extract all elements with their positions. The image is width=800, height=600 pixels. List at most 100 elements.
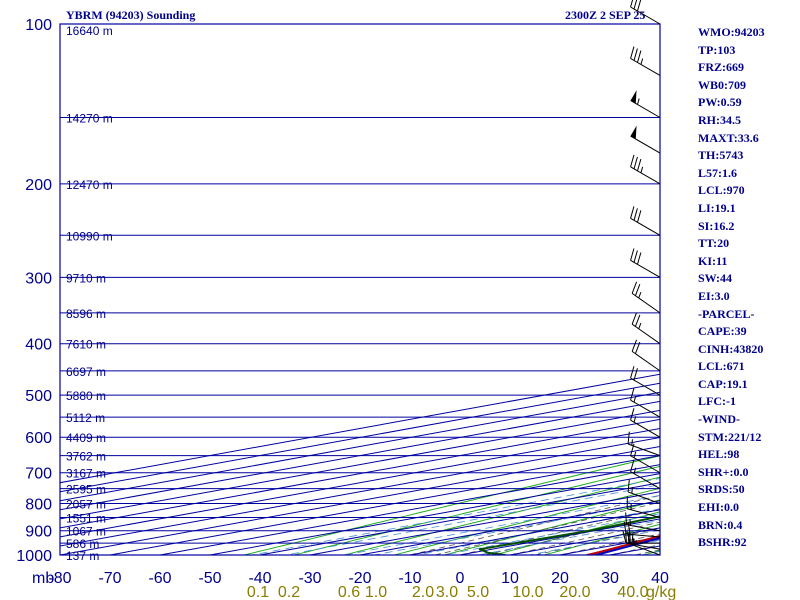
height-label: 12470 m	[66, 178, 113, 192]
height-label: 1551 m	[66, 512, 106, 526]
index-entry: TT:20	[698, 236, 730, 251]
chart-series	[478, 515, 660, 555]
mixing-ratio-tick: 20.0	[559, 584, 590, 600]
temperature-tick: 20	[551, 570, 569, 587]
parcel-trace	[592, 536, 660, 555]
pressure-label: 700	[25, 466, 52, 483]
temperature-tick: 0	[456, 570, 465, 587]
mixing-ratio-tick: 2.0	[412, 584, 434, 600]
index-entry: WMO:94203	[698, 25, 765, 39]
pressure-label: 400	[25, 337, 52, 354]
height-label: 14270 m	[66, 112, 113, 126]
index-entry: MAXT:33.6	[698, 130, 759, 145]
index-entry: SHR+:0.0	[698, 464, 749, 479]
wind-barb	[623, 521, 661, 538]
mixing-ratio-tick: 5.0	[467, 584, 489, 600]
height-label: 7610 m	[66, 338, 106, 352]
height-label: 6697 m	[66, 365, 106, 379]
temperature-tick: -50	[198, 570, 221, 587]
dry-adiabat	[342, 476, 660, 555]
wind-barb	[622, 531, 660, 544]
pressure-label: 300	[25, 270, 52, 287]
dewpoint-trace	[478, 515, 660, 555]
pressure-label: 200	[25, 177, 52, 194]
wind-barb	[630, 388, 661, 418]
isotherm	[60, 373, 660, 484]
index-entry: BSHR:92	[698, 535, 747, 550]
wind-barb	[630, 206, 661, 236]
index-entry: BRN:0.4	[698, 517, 743, 532]
isotherm	[60, 391, 660, 502]
mixing-ratio-tick: 0.1	[247, 584, 269, 600]
height-label: 5112 m	[66, 411, 105, 425]
index-entry: CINH:43820	[698, 341, 764, 356]
height-label: 10990 m	[66, 229, 113, 243]
height-label: 2595 m	[66, 483, 106, 497]
index-entry: -PARCEL-	[698, 306, 755, 321]
isotherm	[60, 418, 660, 529]
wind-barb	[630, 90, 661, 118]
mixing-ratio-tick: 0.2	[278, 584, 300, 600]
index-entry: WB0:709	[698, 77, 746, 92]
sounding-timestamp: 2300Z 2 SEP 25	[565, 8, 646, 22]
index-entry: RH:34.5	[698, 112, 741, 127]
wind-barb	[625, 512, 661, 532]
wind-barb	[627, 479, 661, 505]
isotherm	[109, 455, 660, 555]
pressure-label: 800	[25, 497, 52, 514]
chart-grid	[60, 12, 800, 559]
index-entry: FRZ:669	[698, 60, 744, 75]
index-entry: STM:221/12	[698, 429, 762, 444]
index-entry: -WIND-	[698, 412, 740, 427]
dry-adiabat	[779, 12, 800, 559]
index-entry: TP:103	[698, 42, 736, 57]
dry-adiabat	[242, 455, 660, 555]
wind-barb	[630, 248, 661, 278]
wind-barb	[631, 281, 661, 314]
dry-adiabat	[392, 487, 660, 555]
indices-panel: WMO:94203 TP:103 FRZ:669 WB0:709 PW:0.59 RH:3…	[698, 24, 765, 552]
index-entry: HEL:98	[698, 447, 740, 462]
wind-barb	[631, 312, 661, 345]
wind-barb	[630, 154, 661, 185]
chart-title: YBRM (94203) Sounding	[66, 8, 196, 22]
wind-barbs	[622, 0, 661, 556]
height-label: 5880 m	[66, 389, 106, 403]
pressure-label: 100	[25, 17, 52, 34]
wind-barb	[630, 0, 661, 25]
wind-barb	[630, 459, 661, 490]
mixing-ratio-tick: 1.0	[365, 584, 387, 600]
index-entry: LFC:-1	[698, 394, 736, 409]
height-label: 1067 m	[66, 525, 106, 539]
isotherm	[60, 427, 660, 538]
wind-barb	[630, 125, 661, 154]
mixing-ratio-tick: 0.6	[338, 584, 360, 600]
wind-barb	[631, 339, 661, 372]
wind-barb	[630, 46, 661, 76]
temperature-tick: -40	[248, 570, 271, 587]
height-label: 586 m	[66, 537, 99, 551]
temperature-tick: 30	[601, 570, 619, 587]
wind-barb	[627, 431, 661, 457]
plot-border	[59, 23, 661, 556]
temperature-tick: -30	[298, 570, 321, 587]
height-label: 3762 m	[66, 450, 106, 464]
pressure-label: 500	[25, 388, 52, 405]
moist-adiabat	[509, 521, 660, 555]
index-entry: LCL:671	[698, 359, 745, 374]
height-label: 9710 m	[66, 271, 106, 285]
height-label: 16640 m	[66, 24, 113, 38]
mixing-ratio-tick: 3.0	[436, 584, 458, 600]
pressure-label: 600	[25, 430, 52, 447]
temperature-tick: -80	[48, 570, 71, 587]
isotherm	[60, 446, 660, 555]
height-label: 137 m	[66, 549, 99, 563]
pressure-label: 900	[25, 524, 52, 541]
pressure-unit-label: mb	[32, 570, 54, 587]
index-entry: KI:11	[698, 253, 728, 268]
index-entry: LI:19.1	[698, 200, 736, 215]
chart-frame	[59, 23, 661, 556]
mixing-ratio-unit: g/kg	[646, 584, 676, 600]
temperature-tick: 40	[651, 570, 669, 587]
